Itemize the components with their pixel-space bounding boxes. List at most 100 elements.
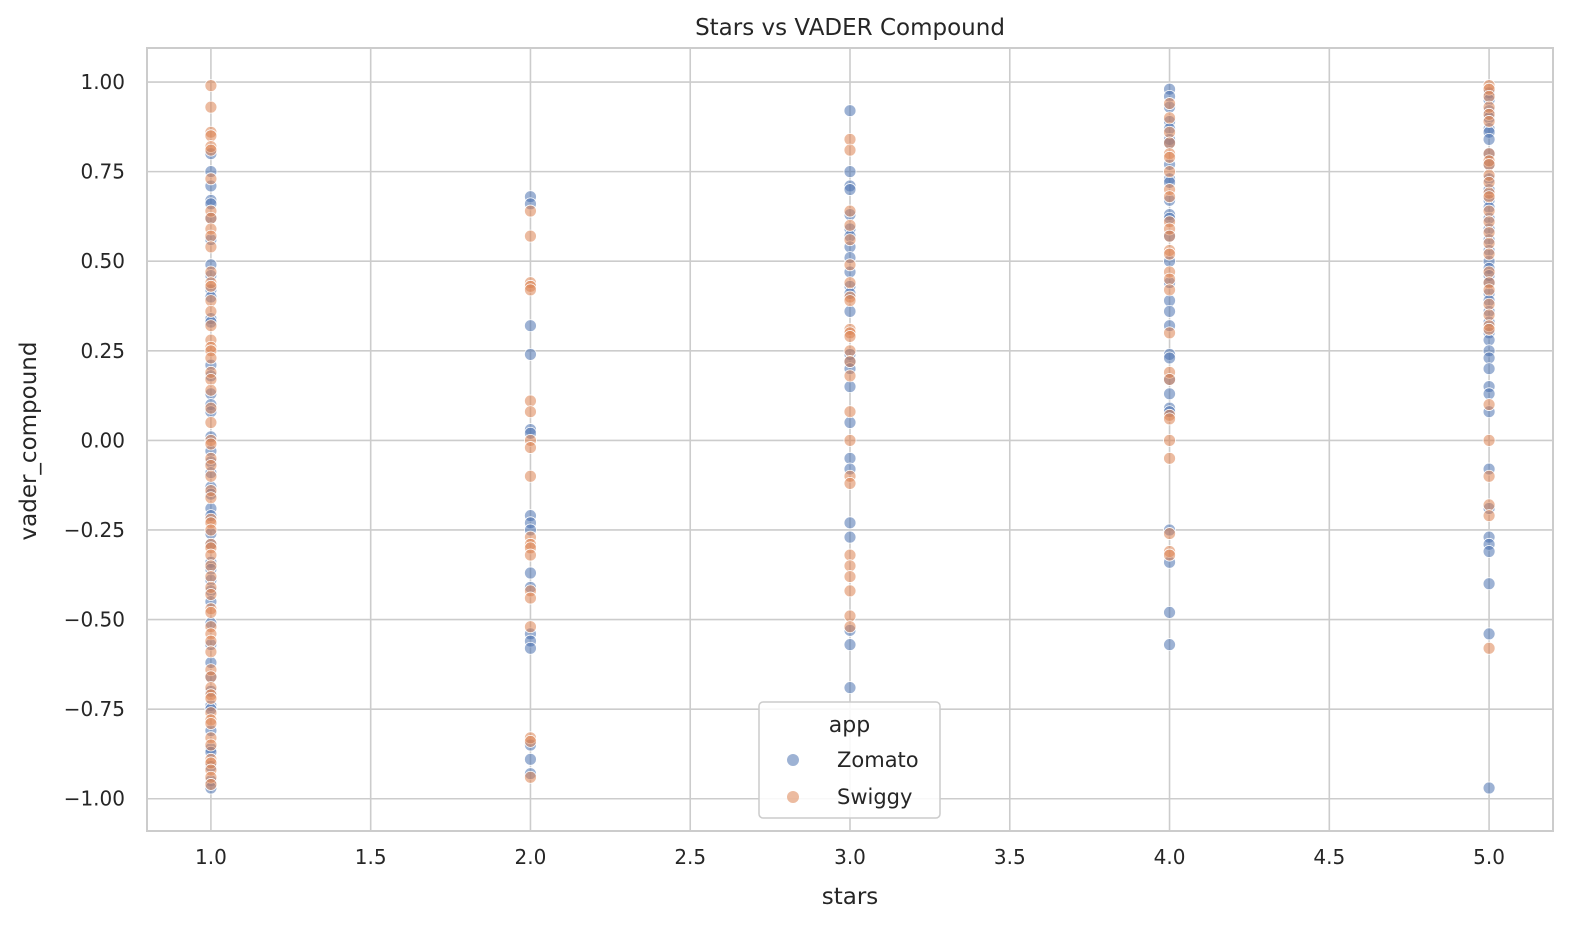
point-swiggy [843,294,857,308]
point-swiggy [524,405,537,419]
point-zomato [843,165,857,179]
x-tick-label: 1.5 [355,845,387,869]
point-zomato [1482,132,1496,146]
point-swiggy [843,355,857,368]
point-swiggy [204,606,218,619]
y-tick-label: −1.00 [64,787,125,811]
point-zomato [843,530,857,544]
point-swiggy [1482,158,1496,171]
point-swiggy [843,218,857,232]
point-swiggy [843,476,857,490]
point-swiggy [843,405,857,419]
point-swiggy [1482,283,1496,297]
point-swiggy [1482,265,1496,279]
legend-label-swiggy: Swiggy [837,785,912,809]
point-swiggy [204,279,218,293]
y-tick-label: 0.75 [80,160,125,184]
point-swiggy [843,369,857,383]
x-tick-label: 2.5 [674,845,706,869]
point-zomato [1482,545,1496,558]
point-swiggy [1163,373,1176,386]
point-swiggy [843,143,857,157]
point-swiggy [843,548,857,562]
point-swiggy [1482,433,1496,447]
y-tick-label: 0.00 [80,428,125,452]
point-zomato [843,304,857,318]
point-swiggy [1163,165,1176,179]
point-swiggy [843,330,857,343]
point-swiggy [1482,204,1496,218]
point-swiggy [843,609,857,623]
point-swiggy [1163,272,1176,286]
point-swiggy [843,233,857,247]
point-swiggy [204,373,218,386]
point-swiggy [1482,398,1496,411]
x-axis-label: stars [822,884,879,910]
point-swiggy [204,319,218,333]
point-zomato [1163,606,1176,619]
point-swiggy [204,469,218,483]
point-swiggy [204,172,218,186]
point-swiggy [1163,548,1176,562]
point-swiggy [1163,283,1176,297]
point-swiggy [204,491,218,505]
point-swiggy [204,240,218,254]
legend-box [758,701,941,819]
point-swiggy [524,229,537,243]
point-swiggy [204,265,218,279]
x-tick-label: 4.5 [1313,845,1345,869]
point-swiggy [524,591,537,605]
point-swiggy [204,229,218,243]
point-swiggy [843,204,857,218]
point-swiggy [1163,412,1176,426]
point-swiggy [1482,498,1496,512]
point-swiggy [204,211,218,225]
point-swiggy [524,735,537,748]
point-swiggy [843,559,857,573]
y-tick-label: −0.50 [64,608,125,632]
point-swiggy [204,143,218,157]
point-swiggy [204,383,218,397]
point-swiggy [204,588,218,601]
point-zomato [1482,351,1496,365]
point-swiggy [843,132,857,146]
y-tick-label: −0.75 [64,697,125,721]
point-swiggy [1163,326,1176,340]
point-swiggy [1163,111,1176,125]
x-tick-label: 3.0 [834,845,866,869]
y-tick-label: 1.00 [80,70,125,94]
point-swiggy [1482,226,1496,239]
point-swiggy [204,416,218,429]
point-zomato [843,416,857,429]
point-zomato [843,183,857,196]
point-zomato [1163,351,1176,365]
axes: 1.0 1.5 2.0 2.5 3.0 3.5 4.0 4.5 5.0 1.00 0.75 0.50 0… [64,47,1554,869]
point-swiggy [1482,297,1496,311]
point-zomato [1482,627,1496,641]
point-zomato [524,641,537,655]
point-swiggy [204,548,218,562]
point-swiggy [1482,190,1496,204]
point-zomato [843,516,857,530]
point-swiggy [1482,308,1496,322]
point-swiggy [1482,247,1496,261]
legend-label-zomato: Zomato [837,748,919,772]
point-swiggy [1482,322,1496,336]
point-swiggy [524,204,537,218]
point-zomato [1163,638,1176,652]
point-swiggy [1482,236,1496,250]
point-swiggy [204,634,218,648]
point-swiggy [1482,469,1496,483]
point-swiggy [1163,125,1176,139]
point-swiggy [843,584,857,598]
point-swiggy [1482,115,1496,128]
point-swiggy [204,129,218,143]
point-zomato [524,319,537,333]
plot-frame [146,47,1554,832]
point-zomato [1163,304,1176,318]
data-points [204,79,1496,795]
point-zomato [843,638,857,652]
point-swiggy [524,770,537,784]
point-swiggy [1163,527,1176,540]
